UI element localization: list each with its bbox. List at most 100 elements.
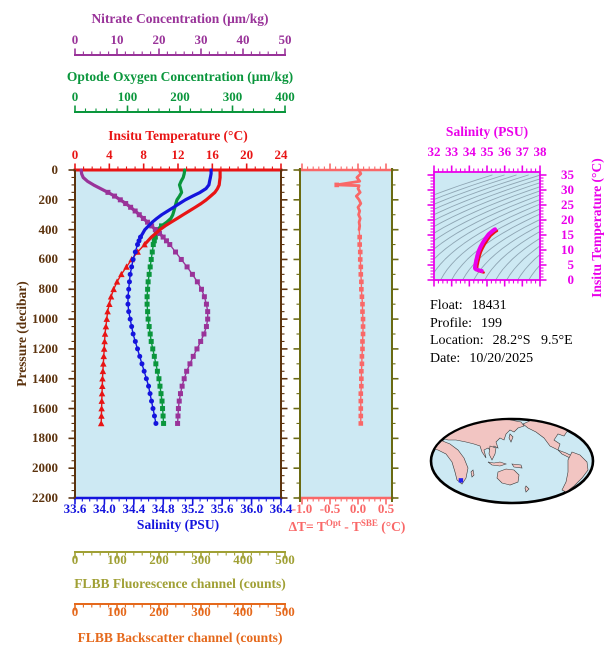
float-info: Float: 18431 Profile: 199 Location: 28.2°S … — [430, 297, 573, 367]
info-value: 199 — [481, 315, 502, 331]
map-australia — [496, 468, 520, 486]
map-greenland — [574, 420, 585, 429]
tick-label: 10 — [110, 32, 124, 47]
tick-label: -0.5 — [319, 501, 341, 516]
tick-label: 10 — [561, 242, 574, 257]
salinity-axis-title: Salinity (PSU) — [136, 517, 220, 532]
tick-label: 0 — [71, 89, 79, 104]
float-position-marker — [458, 478, 464, 483]
tick-label: 40 — [236, 32, 250, 47]
tick-label: 200 — [149, 604, 169, 619]
float-location-dot — [458, 478, 464, 483]
tick-label: 400 — [233, 604, 253, 619]
tick-label: 34.8 — [151, 501, 175, 516]
tick-label: 34.4 — [122, 501, 146, 516]
info-label: Float: — [430, 298, 463, 313]
tick-label: 36.0 — [240, 501, 263, 516]
tick-label: 0 — [71, 604, 79, 619]
tick-label: 30 — [561, 182, 574, 197]
tick-label: 100 — [117, 89, 138, 104]
delta-label-part: - T — [340, 519, 361, 534]
tick-label: 50 — [278, 32, 292, 47]
info-value: 18431 — [471, 298, 507, 313]
tick-label: 400 — [233, 552, 253, 567]
delta-label-sup-opt: Opt — [325, 518, 341, 528]
map-japan — [508, 433, 514, 443]
temperature-axis-title: Insitu Temperature (°C) — [108, 128, 248, 143]
map-indonesia — [487, 461, 507, 467]
tick-label: 15 — [561, 227, 574, 242]
delta-t-axis-label: ΔT= TOpt - TSBE (°C) — [288, 518, 406, 535]
tick-label: 0 — [567, 272, 575, 287]
tick-label: 300 — [222, 89, 243, 104]
tick-label: 8 — [140, 147, 147, 162]
oxygen-axis-title: Optode Oxygen Concentration (μm/kg) — [66, 69, 294, 84]
tick-label: 600 — [38, 251, 59, 267]
tick-label: 5 — [567, 257, 575, 272]
delta-label-sup-sbe: SBE — [360, 518, 378, 528]
tick-label: 2200 — [32, 490, 58, 505]
tick-label: 0 — [51, 162, 59, 177]
tick-label: 0 — [71, 147, 79, 162]
tick-label: 35 — [480, 144, 494, 159]
tick-label: 37 — [515, 144, 529, 159]
float-info-line: Float: 18431 — [430, 297, 573, 315]
fluorescence-axis-title: FLBB Fluorescence channel (counts) — [74, 576, 286, 591]
tick-label: 0 — [71, 32, 79, 47]
float-info-line: Profile: 199 — [430, 315, 573, 333]
map-africa — [432, 437, 469, 485]
delta-label-part: (°C) — [377, 519, 406, 534]
tick-label: 30 — [194, 32, 208, 47]
tick-label: 32 — [427, 144, 441, 159]
tick-label: 100 — [107, 552, 127, 567]
tick-label: 1800 — [32, 430, 58, 446]
tick-label: 2000 — [32, 460, 58, 476]
tick-label: 200 — [170, 89, 190, 104]
tick-label: 20 — [561, 212, 574, 227]
world-map — [426, 412, 598, 512]
tick-label: 400 — [275, 89, 295, 104]
tick-label: 1400 — [32, 370, 58, 386]
info-label: Profile: — [430, 315, 472, 331]
tick-label: 34.0 — [93, 501, 116, 516]
float-info-line: Location: 28.2°S 9.5°E — [430, 332, 573, 350]
tick-label: 1200 — [32, 340, 58, 356]
tick-label: 25 — [561, 197, 574, 212]
tick-label: 300 — [191, 604, 211, 619]
tick-label: 33.6 — [63, 501, 87, 516]
tick-label: 400 — [38, 221, 59, 237]
map-new-zealand — [524, 485, 530, 493]
backscatter-axis-title: FLBB Backscatter channel (counts) — [77, 630, 283, 645]
tick-label: -1.0 — [291, 501, 313, 516]
tick-label: 800 — [38, 281, 59, 297]
map-madagascar — [470, 469, 475, 478]
tick-label: 1600 — [32, 400, 58, 416]
tick-label: 36 — [498, 144, 512, 159]
float-info-line: Date: 10/20/2025 — [430, 350, 573, 368]
tick-label: 35 — [561, 167, 574, 182]
info-value: 28.2°S 9.5°E — [492, 333, 573, 348]
tick-label: 200 — [38, 191, 59, 207]
info-label: Date: — [430, 350, 461, 366]
tick-label: 200 — [149, 552, 169, 567]
info-label: Location: — [430, 333, 484, 348]
tick-label: 500 — [275, 604, 295, 619]
map-indochina — [488, 445, 497, 461]
delta-label-part: ΔT= T — [288, 519, 326, 534]
tick-label: 34 — [462, 144, 476, 159]
ts-salinity-axis-title: Salinity (PSU) — [445, 124, 529, 139]
info-value: 10/20/2025 — [469, 350, 534, 366]
tick-label: 0.0 — [349, 501, 367, 516]
tick-label: 20 — [240, 147, 254, 162]
tick-label: 35.2 — [181, 501, 205, 516]
tick-label: 0 — [71, 552, 79, 567]
nitrate-axis-title: Nitrate Concentration (μm/kg) — [91, 11, 269, 26]
tick-label: 0.5 — [377, 501, 395, 516]
tick-label: 300 — [191, 552, 211, 567]
tick-label: 1000 — [32, 311, 58, 327]
tick-label: 500 — [275, 552, 295, 567]
ts-temperature-axis-title: Insitu Temperature (°C) — [589, 158, 604, 298]
tick-label: 33 — [445, 144, 459, 159]
